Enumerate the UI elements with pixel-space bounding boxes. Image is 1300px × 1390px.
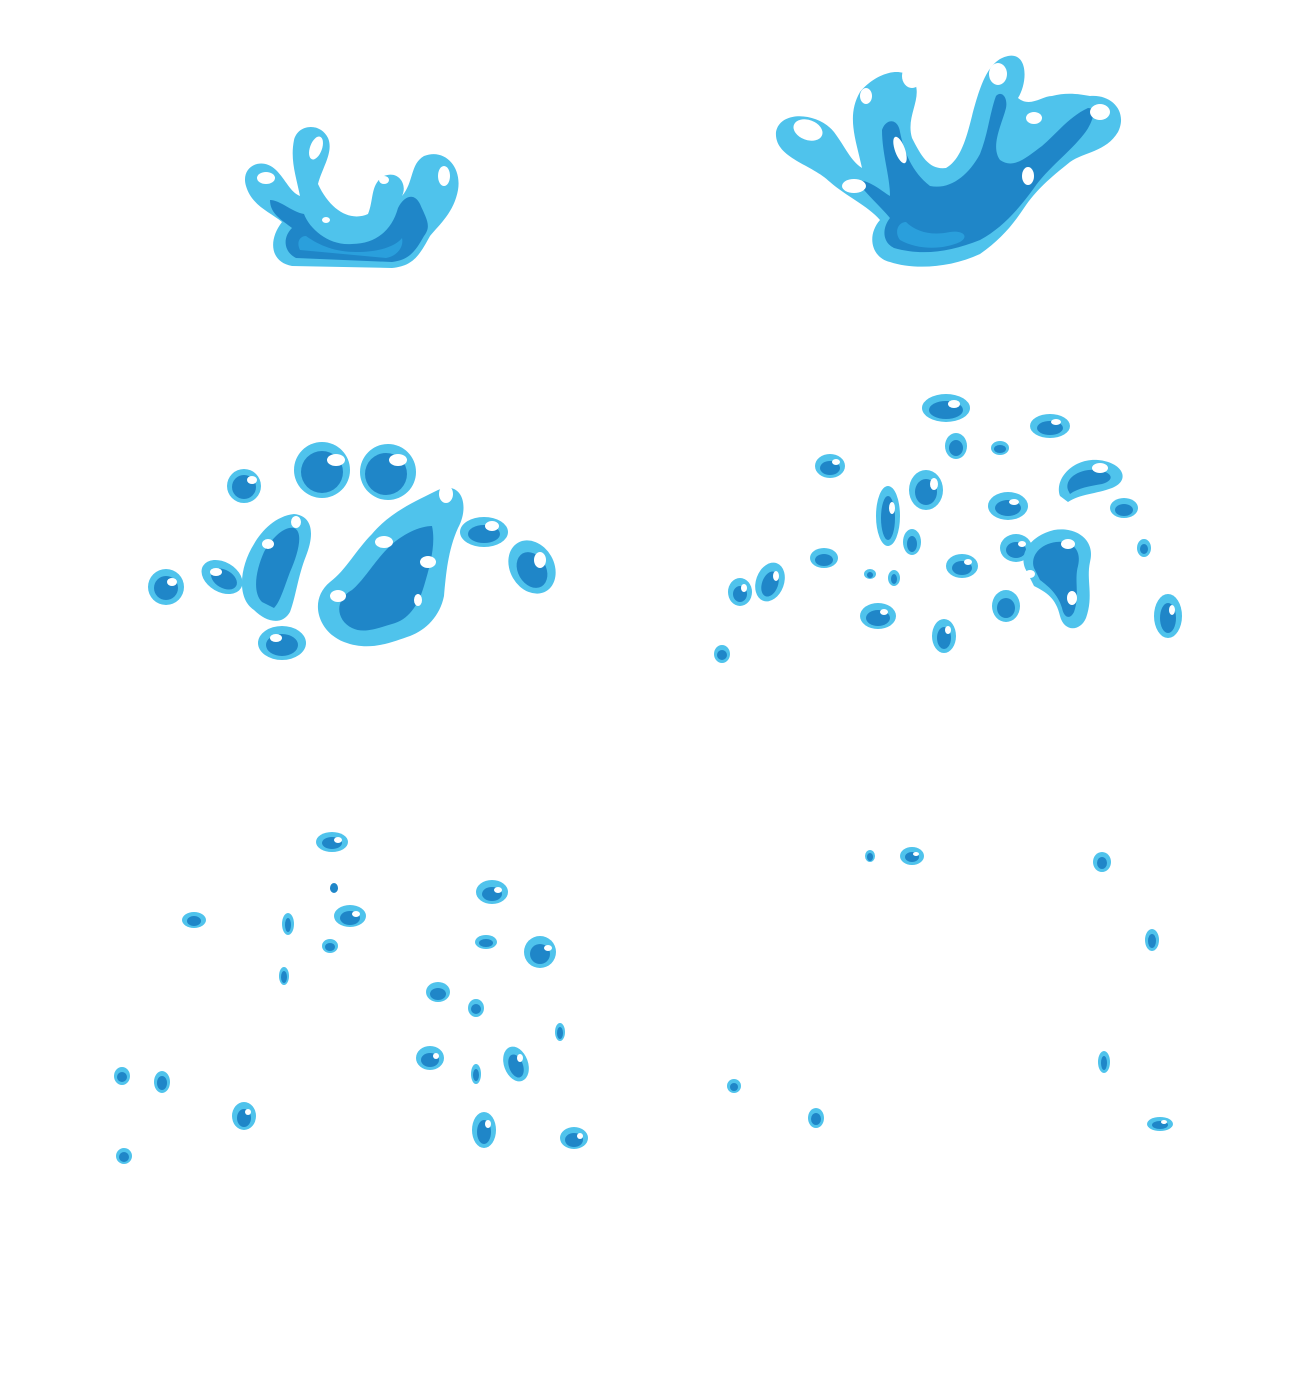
splash-frame-4	[650, 330, 1300, 730]
splash-mid	[897, 222, 965, 248]
highlight	[1022, 167, 1034, 185]
splash-frame-2	[650, 0, 1300, 330]
highlight	[438, 166, 450, 186]
highlight	[842, 179, 866, 193]
splash-droplets-sparse	[114, 832, 588, 1164]
splash-frame-1	[0, 0, 650, 330]
highlight	[309, 136, 323, 160]
splash-crown-small	[244, 126, 459, 268]
highlight	[902, 64, 922, 88]
highlight	[793, 119, 823, 141]
splash-frame-3	[0, 330, 650, 730]
highlight	[1090, 104, 1110, 120]
splash-droplets-few	[727, 847, 1173, 1131]
splash-droplets-scattered	[714, 394, 1182, 663]
splash-mid	[298, 236, 403, 258]
highlight	[1026, 112, 1042, 124]
splash-body	[856, 93, 1094, 253]
droplet-group	[714, 394, 1182, 663]
highlight	[379, 176, 389, 184]
highlight	[322, 217, 330, 223]
droplet-group	[114, 832, 588, 1164]
splash-breaking	[148, 442, 556, 660]
splash-frame-6	[650, 730, 1300, 1230]
splash-crown-large	[775, 55, 1122, 267]
highlight	[989, 63, 1007, 85]
highlight	[893, 136, 907, 164]
splash-outline	[775, 55, 1122, 267]
highlight	[860, 88, 872, 104]
droplet-group	[148, 442, 556, 660]
droplet-group	[727, 847, 1173, 1131]
highlight	[257, 172, 275, 184]
splash-frame-5	[0, 730, 650, 1230]
